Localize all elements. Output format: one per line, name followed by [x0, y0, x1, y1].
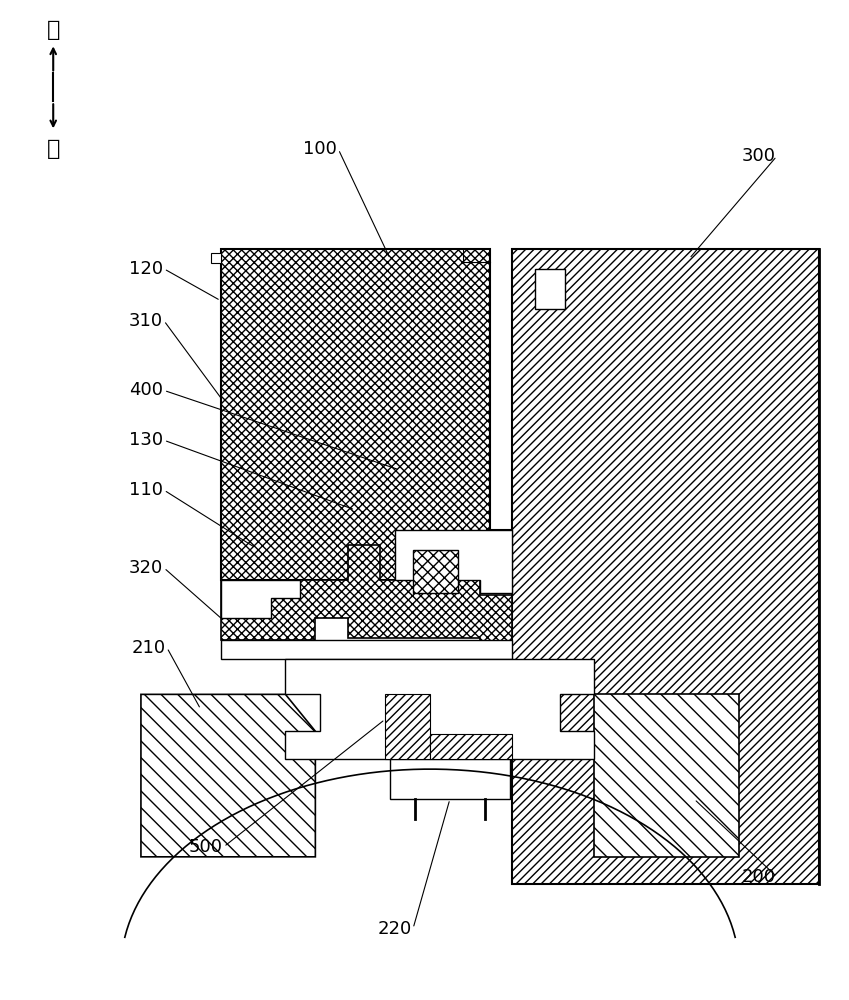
Text: 500: 500	[188, 838, 222, 856]
Polygon shape	[594, 694, 739, 857]
Polygon shape	[413, 550, 458, 593]
Text: 200: 200	[742, 868, 776, 886]
Text: 300: 300	[742, 147, 776, 165]
Polygon shape	[221, 580, 301, 618]
Polygon shape	[221, 640, 512, 659]
Polygon shape	[430, 734, 512, 759]
Text: 下: 下	[47, 139, 60, 159]
Polygon shape	[385, 694, 430, 759]
Polygon shape	[390, 759, 509, 799]
Text: 130: 130	[129, 431, 163, 449]
Text: 120: 120	[129, 260, 163, 278]
Text: 220: 220	[378, 920, 413, 938]
Text: 400: 400	[129, 381, 163, 399]
Polygon shape	[535, 269, 565, 309]
Text: 320: 320	[129, 559, 163, 577]
Text: 110: 110	[129, 481, 163, 499]
Polygon shape	[141, 694, 315, 857]
Text: 100: 100	[303, 140, 337, 158]
Polygon shape	[395, 530, 512, 593]
Text: 210: 210	[132, 639, 166, 657]
Text: 310: 310	[129, 312, 163, 330]
Polygon shape	[211, 253, 221, 263]
Polygon shape	[512, 249, 818, 884]
Polygon shape	[221, 545, 512, 648]
Polygon shape	[285, 659, 594, 759]
Polygon shape	[221, 249, 512, 593]
Text: 上: 上	[47, 20, 60, 40]
